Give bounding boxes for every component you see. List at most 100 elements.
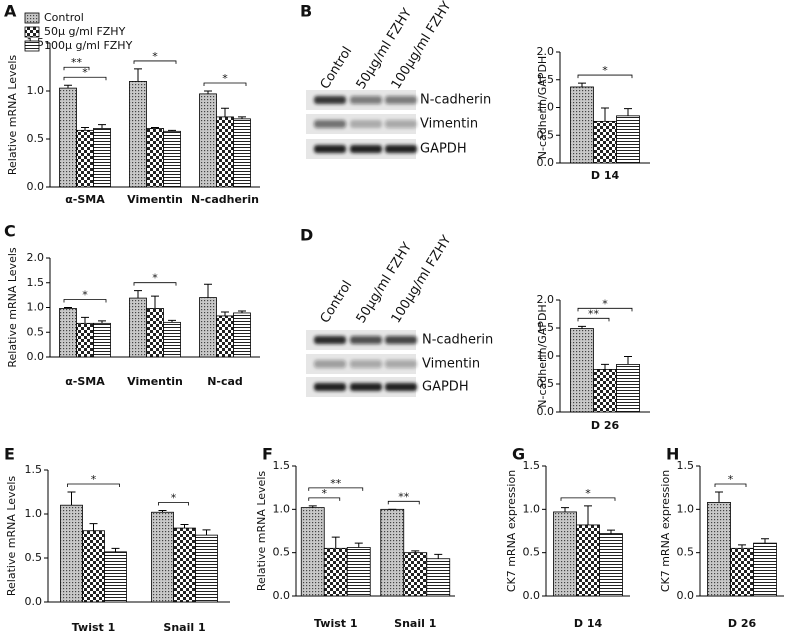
error-bar	[584, 505, 592, 525]
lane-label: Control	[318, 44, 356, 92]
band-label: N-cadherin	[420, 93, 491, 108]
bar	[82, 530, 105, 603]
bar	[576, 524, 600, 597]
blot-band	[350, 96, 382, 104]
x-tick-label: α-SMA	[65, 375, 105, 388]
bar	[300, 507, 325, 597]
significance-label: *	[171, 491, 177, 504]
y-tick-label: 0.0	[523, 589, 541, 602]
error-bar	[168, 129, 176, 132]
blot-band	[314, 383, 346, 391]
error-bar	[81, 126, 89, 131]
x-tick-label: Twist 1	[314, 617, 358, 630]
y-axis-label: CK7 mRNA expression	[505, 470, 518, 592]
significance-label: *	[602, 64, 608, 77]
error-bar	[308, 505, 317, 508]
error-bar	[221, 311, 229, 316]
error-bar	[607, 529, 615, 534]
band-label: GAPDH	[422, 380, 469, 395]
significance-label: **	[330, 477, 342, 490]
panel-letter: F	[262, 445, 273, 464]
bar	[104, 551, 127, 603]
bar	[59, 87, 77, 188]
significance-label: **	[588, 307, 600, 320]
bar	[59, 308, 77, 358]
bar	[593, 120, 617, 164]
error-bar	[64, 84, 72, 89]
y-tick-label: 2.0	[27, 251, 45, 264]
x-tick-label: Vimentin	[127, 375, 183, 388]
y-tick-label: 2.0	[537, 293, 555, 306]
bar	[93, 128, 111, 188]
error-bar	[81, 316, 89, 324]
significance-bracket	[308, 497, 341, 501]
panel-letter: D	[300, 226, 313, 245]
bar	[151, 511, 174, 603]
y-tick-label: 0.0	[537, 156, 555, 169]
panel-letter: H	[666, 445, 679, 464]
error-bar	[204, 283, 212, 298]
error-bar	[715, 491, 723, 503]
panel-letter: E	[4, 445, 15, 464]
bar	[730, 547, 754, 597]
legend-label: 50μ g/ml FZHY	[44, 25, 126, 38]
significance-bracket	[308, 487, 364, 491]
panel-letter: G	[512, 445, 525, 464]
error-bar	[624, 356, 632, 365]
error-bar	[180, 524, 189, 529]
error-bar	[578, 82, 586, 87]
legend-swatch	[24, 40, 40, 52]
bar	[323, 547, 348, 597]
bar	[199, 93, 217, 188]
x-tick-label: Twist 1	[72, 621, 116, 634]
bar	[146, 128, 164, 188]
x-tick-label: Vimentin	[127, 193, 183, 206]
y-tick-label: 1.5	[677, 459, 695, 472]
significance-label: *	[91, 473, 97, 486]
error-bar	[601, 363, 609, 370]
bar	[93, 322, 111, 358]
blot-band	[385, 120, 417, 128]
error-bar	[411, 550, 420, 553]
bar-chart: C Relative mRNA Levels 0.0 0.5 1.0 1.5 2.0 α-SM…	[4, 222, 260, 388]
significance-label: *	[322, 487, 328, 500]
blot-band	[314, 336, 346, 344]
bar	[753, 542, 777, 597]
y-tick-label: 1.0	[27, 301, 45, 314]
bar	[216, 315, 234, 358]
panel-letter: B	[300, 2, 312, 21]
bar-chart: H CK7 mRNA expression 0.0 0.5 1.0 1.5 D 26 *	[659, 445, 784, 630]
blot-band	[314, 96, 346, 104]
bar-chart: G CK7 mRNA expression 0.0 0.5 1.0 1.5 D 14 *	[505, 445, 630, 630]
bar	[599, 533, 623, 597]
y-tick-label: 2.0	[537, 45, 555, 58]
significance-bracket	[63, 66, 90, 71]
error-bar	[64, 307, 72, 309]
error-bar	[202, 529, 211, 536]
y-tick-label: 0.0	[25, 595, 43, 608]
bar	[129, 81, 147, 188]
significance-bracket	[714, 483, 747, 487]
bar	[593, 369, 617, 413]
error-bar	[578, 325, 586, 329]
significance-label: **	[71, 56, 83, 69]
significance-label: *	[152, 272, 158, 285]
y-tick-label: 0.0	[27, 180, 45, 193]
significance-bracket	[133, 282, 177, 286]
significance-label: *	[222, 72, 228, 85]
x-tick-label: Snail 1	[163, 621, 205, 634]
blot-band	[314, 145, 346, 153]
panel-letter: C	[4, 222, 16, 241]
band-label: GAPDH	[420, 142, 467, 157]
band-label: Vimentin	[420, 117, 478, 132]
significance-label: *	[82, 289, 88, 302]
error-bar	[158, 509, 167, 513]
significance-label: *	[152, 50, 158, 63]
error-bar	[221, 107, 229, 117]
error-bar	[761, 538, 769, 544]
bar	[129, 297, 147, 358]
significance-label: *	[82, 66, 88, 79]
significance-label: *	[602, 297, 608, 310]
